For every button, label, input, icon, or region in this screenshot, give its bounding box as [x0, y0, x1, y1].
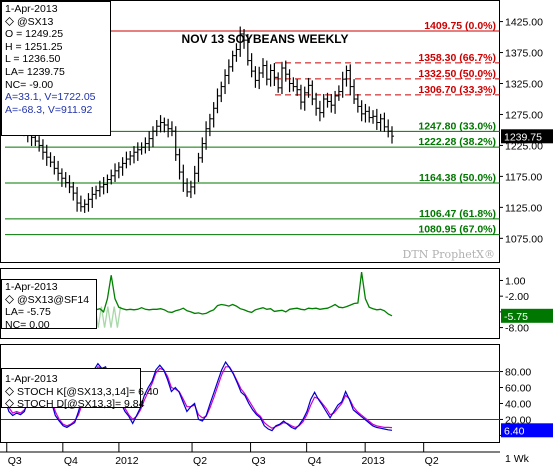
spread-info-box: 1-Apr-2013 @SX13@SF14 LA= -5.75 NC= 0.00 — [1, 279, 97, 331]
stoch-line — [4, 360, 393, 432]
price-date: 1-Apr-2013 — [5, 3, 58, 15]
watermark: DTN ProphetX® — [403, 248, 495, 261]
spread-tick-label: 1.00 — [505, 275, 526, 287]
x-tick-label: Q2 — [193, 455, 207, 467]
price-tick-label: 1225.00 — [505, 140, 543, 152]
stoch-line — [4, 366, 393, 429]
stoch-k-row: STOCH K[@SX13,3,14]= 6.40 — [5, 386, 159, 399]
stoch-tick-label: 40.00 — [505, 398, 531, 410]
price-stat2: A=-68.3, V=911.92 — [5, 103, 93, 116]
level-label: 1409.75 (0.0%) — [424, 20, 496, 32]
spread-last-value: -5.75 — [504, 311, 528, 323]
spread-symbol-row: @SX13@SF14 — [5, 294, 93, 307]
price-tick-label: 1175.00 — [505, 171, 542, 183]
last-price-value: 1239.75 — [504, 131, 542, 143]
price-tick-label: 1075.00 — [505, 233, 543, 245]
stoch-k-label: STOCH K[@SX13,3,14]= 6.40 — [17, 385, 159, 398]
stoch-date: 1-Apr-2013 — [5, 373, 58, 385]
price-stat1: A=33.1, V=1722.05 — [5, 91, 96, 104]
price-bars — [3, 26, 394, 213]
interval-label[interactable]: 1 Wk — [505, 453, 530, 465]
price-tick-label: 1275.00 — [505, 109, 543, 121]
stoch-d-row: STOCH D[@SX13,3]= 9.84 — [5, 398, 144, 411]
price-tick-label: 1325.00 — [505, 79, 543, 91]
x-axis: Q3 Q4 2012 Q2 Q3 Q4 2013 Q2 — [0, 442, 500, 467]
stoch-info-box: 1-Apr-2013 STOCH K[@SX13,3,14]= 6.40 STO… — [1, 368, 159, 411]
spread-line-faded — [94, 306, 122, 328]
spread-date: 1-Apr-2013 — [5, 281, 58, 293]
price-symbol-row: @SX13 — [5, 16, 107, 29]
price-tick-label: 1125.00 — [505, 202, 542, 214]
diamond-icon — [5, 386, 14, 396]
price-symbol: @SX13 — [17, 15, 54, 28]
price-tick-label: 1425.00 — [505, 17, 543, 29]
price-low: L = 1236.50 — [5, 53, 61, 66]
price-axis: 1075.00 1125.00 1175.00 1225.00 1275.00 1325.… — [500, 17, 553, 245]
x-tick-label: Q4 — [308, 455, 322, 467]
x-tick-label: 2012 — [115, 455, 139, 467]
price-last: LA= 1239.75 — [5, 65, 65, 78]
spread-symbol: @SX13@SF14 — [17, 293, 90, 306]
last-price-badge — [501, 129, 553, 144]
level-label: 1106.47 (61.8%) — [419, 208, 496, 220]
level-label: 1306.70 (33.3%) — [418, 84, 496, 96]
chart-title: NOV 13 SOYBEANS WEEKLY — [182, 32, 349, 46]
level-label: 1358.30 (66.7%) — [418, 52, 496, 64]
price-info-box: 1-Apr-2013 @SX13 O = 1249.25 H = 1251.25… — [1, 1, 111, 136]
spread-last-badge — [501, 308, 553, 323]
x-tick-label: Q2 — [425, 455, 439, 467]
diamond-icon — [5, 16, 14, 26]
price-open: O = 1249.25 — [5, 28, 64, 41]
level-label: 1164.38 (50.0%) — [419, 172, 496, 184]
price-net: NC= -9.00 — [5, 78, 54, 91]
level-label: 1332.50 (50.0%) — [418, 68, 496, 80]
diamond-icon — [5, 294, 14, 304]
stoch-last-badge — [501, 423, 553, 438]
level-label: 1080.95 (67.0%) — [418, 224, 496, 236]
stoch-last-value: 6.40 — [504, 425, 525, 437]
spread-tick-label: -8.00 — [505, 323, 529, 335]
x-tick-label: 2013 — [361, 455, 385, 467]
x-tick-label: Q3 — [252, 455, 266, 467]
price-tick-label: 1375.00 — [505, 48, 543, 60]
spread-last: LA= -5.75 — [5, 306, 51, 319]
x-tick-label: Q4 — [64, 455, 78, 467]
spread-tick-label: -2.00 — [505, 291, 529, 303]
stoch-tick-label: 60.00 — [505, 383, 531, 395]
price-high: H = 1251.25 — [5, 40, 63, 53]
diamond-icon — [5, 399, 14, 409]
stoch-d-label: STOCH D[@SX13,3]= 9.84 — [17, 398, 145, 411]
stoch-tick-label: 80.00 — [505, 367, 531, 379]
level-label: 1247.80 (33.0%) — [418, 120, 496, 132]
level-label: 1222.28 (38.2%) — [418, 136, 496, 148]
x-tick-label: Q3 — [8, 455, 22, 467]
spread-net: NC= 0.00 — [5, 318, 50, 331]
